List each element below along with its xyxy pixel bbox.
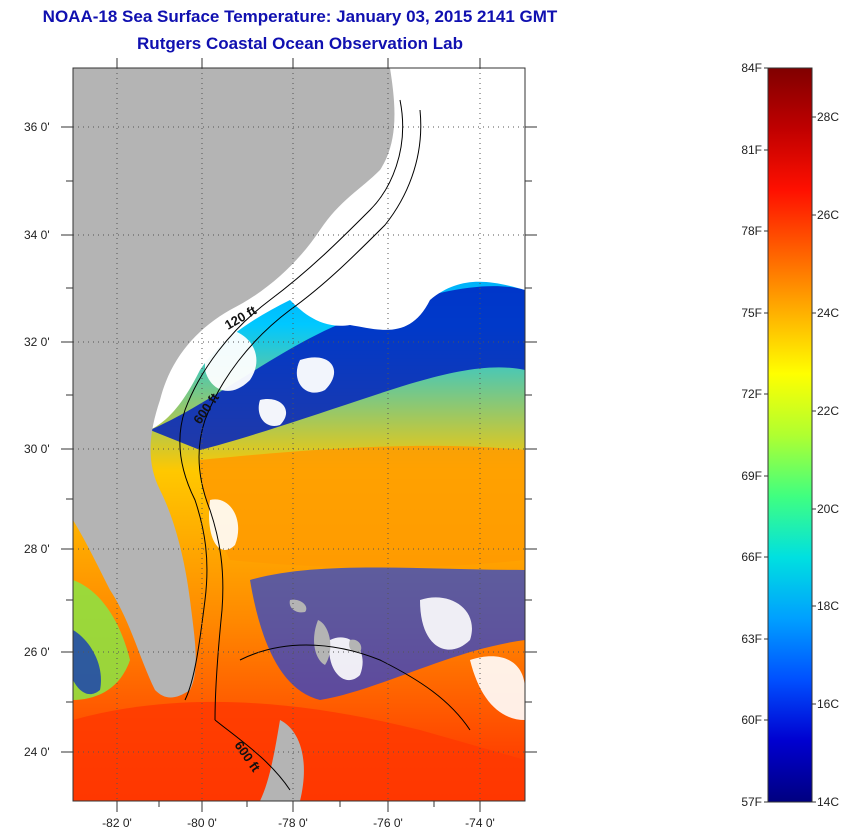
scale-label-60f: 60F — [741, 713, 762, 727]
scale-label-75f: 75F — [741, 306, 762, 320]
land-islands — [289, 599, 362, 653]
scale-label-72f: 72F — [741, 387, 762, 401]
lat-label-28: 28 0' — [24, 542, 50, 556]
axis-minor-ticks — [66, 180, 532, 807]
colorbar — [767, 67, 813, 803]
scale-label-78f: 78F — [741, 224, 762, 238]
scale-label-20c: 20C — [817, 502, 839, 516]
lon-label-80: -80 0' — [187, 816, 217, 830]
land-andros — [314, 620, 331, 665]
lat-label-34: 34 0' — [24, 228, 50, 242]
scale-label-63f: 63F — [741, 632, 762, 646]
scale-label-14c: 14C — [817, 795, 839, 809]
scale-label-18c: 18C — [817, 599, 839, 613]
lon-label-78: -78 0' — [278, 816, 308, 830]
warm-region-center — [200, 445, 525, 568]
contour-600ft — [198, 109, 422, 721]
map-frame — [72, 67, 526, 802]
colorbar-ticks — [764, 67, 816, 803]
lat-label-24: 24 0' — [24, 745, 50, 759]
land-mainland — [73, 68, 395, 698]
cloud-patches-mid — [205, 328, 335, 426]
gulf-cool-patch — [73, 630, 101, 695]
lat-label-32: 32 0' — [24, 335, 50, 349]
lon-label-82: -82 0' — [102, 816, 132, 830]
lat-label-26: 26 0' — [24, 645, 50, 659]
scale-label-24c: 24C — [817, 306, 839, 320]
scale-label-26c: 26C — [817, 208, 839, 222]
lon-label-74: -74 0' — [465, 816, 495, 830]
scale-label-84f: 84F — [741, 61, 762, 75]
axis-ticks — [61, 58, 537, 812]
scale-label-66f: 66F — [741, 550, 762, 564]
lon-label-76: -76 0' — [373, 816, 403, 830]
contour-120ft — [179, 99, 404, 701]
scale-label-69f: 69F — [741, 469, 762, 483]
land-cuba — [260, 720, 304, 801]
map-title: NOAA-18 Sea Surface Temperature: January… — [42, 7, 558, 26]
scale-label-22c: 22C — [817, 404, 839, 418]
map-subtitle: Rutgers Coastal Ocean Observation Lab — [137, 34, 463, 53]
scale-label-57f: 57F — [741, 795, 762, 809]
scale-label-81f: 81F — [741, 143, 762, 157]
lat-label-30: 30 0' — [24, 442, 50, 456]
contour-600ft-south — [214, 644, 471, 791]
cloud-patches-south — [209, 499, 525, 720]
lat-label-36: 36 0' — [24, 120, 50, 134]
scale-label-16c: 16C — [817, 697, 839, 711]
cold-band-north — [150, 286, 525, 450]
scale-label-28c: 28C — [817, 110, 839, 124]
lat-lon-grid — [73, 68, 525, 801]
